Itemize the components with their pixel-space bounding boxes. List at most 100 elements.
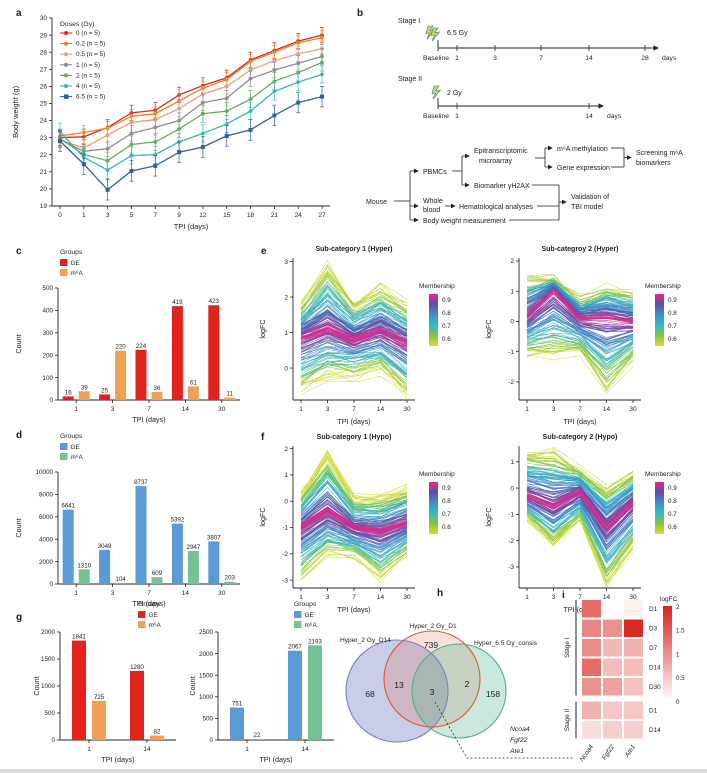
cluster-line	[300, 329, 408, 342]
bar-value: 751	[232, 701, 243, 708]
bar	[150, 735, 164, 740]
cluster-line	[526, 508, 634, 559]
cluster-line	[526, 515, 634, 588]
marker	[153, 125, 158, 130]
heatmap-cell	[582, 658, 601, 676]
cluster-line	[526, 354, 634, 394]
bar	[115, 582, 127, 584]
bar	[99, 549, 111, 584]
bar	[62, 396, 74, 400]
venn-count: 68	[365, 689, 375, 699]
bar-value: 2067	[288, 644, 302, 651]
cluster-line	[300, 480, 408, 515]
svg-text:0: 0	[284, 365, 288, 372]
days-label: days	[607, 113, 622, 120]
bar	[171, 306, 183, 400]
cluster-line	[300, 525, 408, 548]
svg-text:27: 27	[318, 212, 326, 219]
cluster-line	[300, 293, 408, 323]
marker	[272, 89, 277, 94]
venn-gene-label: Ate1	[509, 748, 524, 755]
cluster-line	[526, 340, 634, 379]
cluster-line	[300, 353, 408, 375]
cluster-line	[300, 481, 408, 519]
svg-text:12: 12	[199, 212, 207, 219]
bar-value: 419	[172, 299, 183, 306]
membership-colorbar	[429, 482, 438, 534]
heatmap-cell	[582, 600, 601, 618]
svg-text:14: 14	[603, 406, 611, 413]
svg-text:7: 7	[352, 594, 356, 601]
svg-text:0: 0	[284, 498, 288, 505]
svg-text:0.6: 0.6	[668, 336, 677, 343]
chart-i-svg: D1 D3 D7 D14 D30 D1 D14 Stage I Stage II Ncoa4 Fgf…	[564, 596, 685, 763]
flow-node-validation: Validation of	[571, 194, 609, 201]
membership-colorbar	[429, 294, 438, 346]
bar-value: 5392	[171, 517, 185, 524]
svg-text:0.7: 0.7	[668, 511, 677, 518]
svg-text:1500: 1500	[41, 656, 56, 663]
svg-text:500: 500	[42, 285, 53, 292]
flow-node-mouse: Mouse	[366, 199, 387, 206]
flow-node-screening: Screening m⁶A	[636, 150, 683, 157]
bar-value: 8737	[134, 479, 148, 486]
svg-text:26: 26	[40, 84, 48, 91]
legend-entry: 4 (n = 5)	[76, 83, 100, 90]
legend-entry: 0 (n = 5)	[76, 30, 100, 37]
heatmap-row-label: D30	[649, 684, 661, 691]
svg-text:29: 29	[40, 32, 48, 39]
cluster-line	[526, 475, 634, 512]
hyper-count-bar-chart: 0 100 200 300 400 500 1 16 39 3 25 220 7 224 36 14 419 61…	[12, 246, 248, 433]
svg-text:TPI (days): TPI (days)	[132, 599, 165, 608]
svg-text:30: 30	[629, 594, 637, 601]
cluster-line	[526, 284, 634, 307]
bar	[208, 541, 220, 584]
venn-set-label: Hyper_2 Gy_D1	[409, 623, 457, 630]
cluster-title: Sub-category 2 (Hypo)	[543, 434, 618, 441]
cluster-line	[300, 327, 408, 342]
chart-h-svg: Hyper_2 Gy_D14 Hyper_2 Gy_D1 Hyper_6.5 Gy_…	[340, 623, 574, 759]
cluster-line	[300, 486, 408, 519]
bar-value: 6641	[61, 503, 75, 510]
cluster-line	[300, 527, 408, 549]
cluster-line	[526, 291, 634, 322]
chart-d-svg: 0 2000 4000 6000 8000 10000 1 6641 1310 3 3049 104 7…	[14, 433, 240, 608]
svg-text:8000: 8000	[39, 492, 54, 499]
svg-text:200: 200	[42, 352, 53, 359]
panel-label-b: b	[357, 8, 364, 19]
svg-text:1000: 1000	[199, 694, 214, 701]
svg-text:1: 1	[455, 55, 459, 62]
legend-entry: m⁶A	[71, 270, 84, 277]
svg-text:0: 0	[209, 737, 213, 744]
heatmap-row-label: D3	[649, 626, 658, 633]
heatmap-cell	[603, 619, 622, 637]
days-label: days	[662, 55, 677, 62]
svg-text:0.5: 0.5	[676, 675, 685, 682]
cluster-line	[300, 455, 408, 501]
cluster-line	[300, 270, 408, 314]
svg-text:3: 3	[493, 55, 497, 62]
svg-text:logFC: logFC	[484, 507, 493, 526]
bar	[99, 394, 111, 400]
fuzzy-cluster-hyper-2: -2 -1 0 1 2 1 3 7 14 30 TPI (days) logFC Sub-categro…	[481, 242, 707, 435]
marker	[177, 150, 182, 155]
marker	[153, 140, 158, 144]
heatmap-group-label: Stage I	[564, 637, 571, 658]
venn-diagram: Hyper_2 Gy_D14 Hyper_2 Gy_D1 Hyper_6.5 Gy_…	[338, 598, 578, 769]
cluster-line	[300, 358, 408, 385]
cluster-line	[300, 295, 408, 327]
svg-text:0.8: 0.8	[668, 498, 677, 505]
svg-text:19: 19	[40, 203, 48, 210]
cluster-line	[526, 288, 634, 321]
venn-count: 739	[424, 640, 438, 650]
marker	[296, 40, 301, 45]
marker	[105, 168, 110, 173]
radiation-bolt-icon	[431, 85, 442, 100]
flow-node-pbmcs: PBMCs	[423, 169, 447, 176]
legend-entry: 2 (n = 5)	[76, 72, 100, 79]
cluster-line	[300, 327, 408, 346]
cluster-line	[300, 539, 408, 564]
cluster-line	[526, 475, 634, 509]
bar	[151, 391, 163, 400]
bar	[135, 486, 147, 584]
